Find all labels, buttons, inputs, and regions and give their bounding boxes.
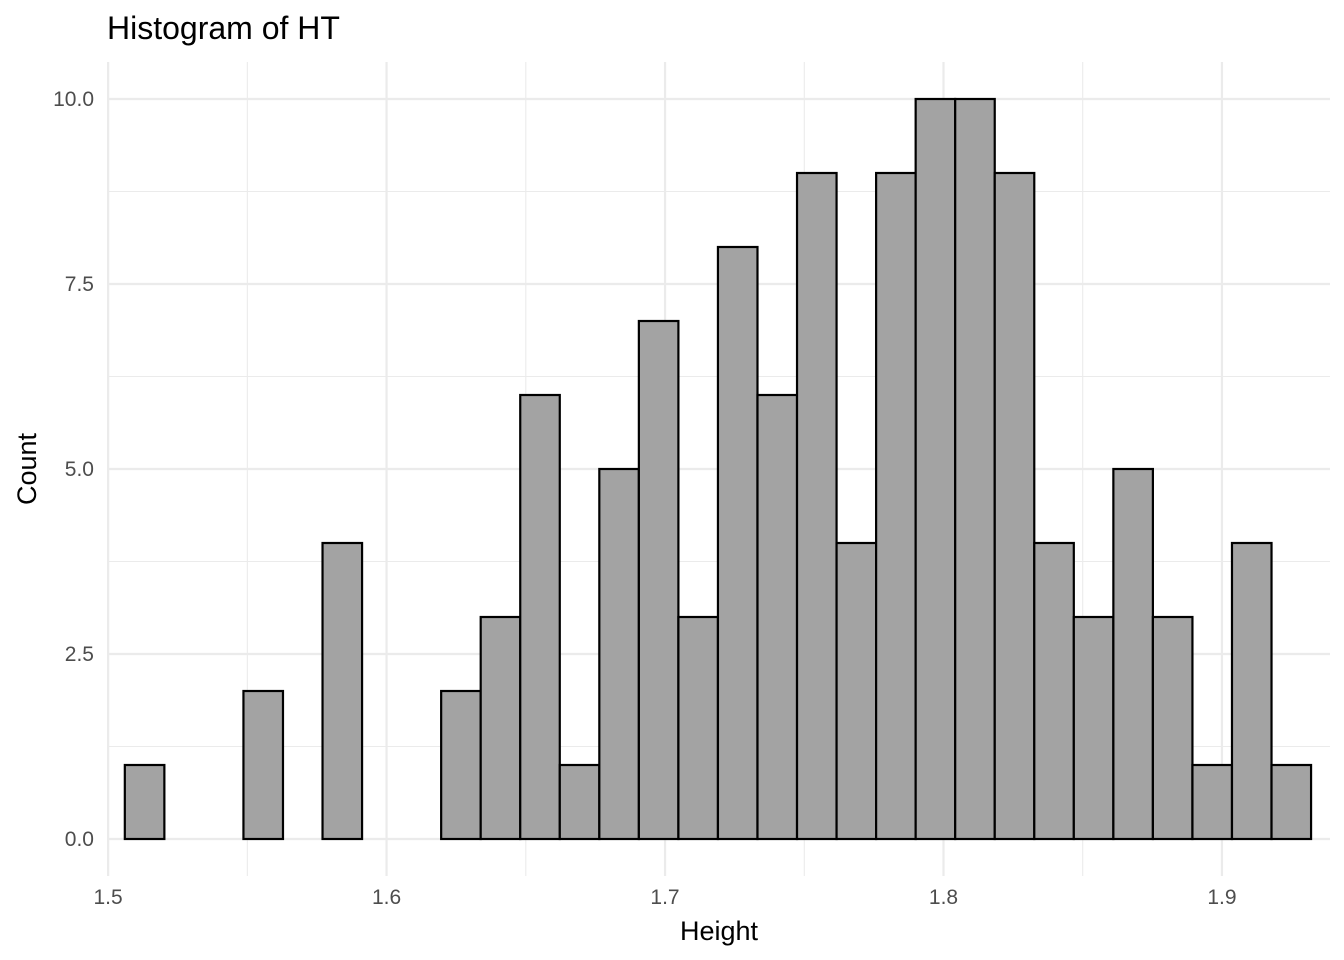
histogram-bar: [519, 393, 561, 841]
chart-title: Histogram of HT: [107, 10, 340, 46]
histogram-bar: [1230, 541, 1273, 841]
x-axis-ticks: 1.5 1.6 1.7 1.8 1.9: [94, 886, 1237, 909]
histogram-bar: [123, 763, 166, 841]
x-tick-label: 1.8: [929, 886, 958, 909]
y-tick-label: 10.0: [53, 88, 94, 111]
histogram-bar: [1151, 615, 1194, 841]
histogram-bar: [598, 467, 640, 841]
histogram-bar: [440, 689, 482, 841]
histogram-bar: [795, 171, 838, 841]
histogram-bar: [321, 541, 364, 841]
y-tick-label: 2.5: [65, 643, 94, 666]
histogram-bar: [914, 97, 957, 841]
histogram-bar: [1270, 763, 1313, 841]
x-tick-label: 1.7: [650, 886, 679, 909]
histogram-bar: [954, 97, 996, 841]
x-axis-title: Height: [680, 916, 759, 946]
y-axis-title: Count: [12, 432, 42, 505]
y-tick-label: 0.0: [65, 828, 94, 851]
histogram-bar: [479, 615, 522, 841]
histogram-bar: [1072, 615, 1115, 841]
y-tick-label: 5.0: [65, 458, 94, 481]
x-tick-label: 1.6: [372, 886, 401, 909]
y-axis-ticks: 0.0 2.5 5.0 7.5 10.0: [53, 88, 94, 851]
histogram-bar: [756, 393, 799, 841]
histogram-bar: [637, 319, 680, 841]
histogram-bar: [875, 171, 917, 841]
histogram-bar: [242, 689, 285, 841]
y-tick-label: 7.5: [65, 273, 94, 296]
histogram-bar: [1033, 541, 1075, 841]
histogram-bar: [1191, 763, 1234, 841]
histogram-bar: [993, 171, 1036, 841]
histogram-bar: [558, 763, 601, 841]
histogram-bar: [835, 541, 878, 841]
x-tick-label: 1.9: [1207, 886, 1236, 909]
histogram-bar: [1112, 467, 1154, 841]
x-tick-label: 1.5: [94, 886, 123, 909]
histogram-bars: [123, 97, 1313, 841]
histogram-bar: [716, 245, 759, 841]
histogram-bar: [677, 615, 720, 841]
